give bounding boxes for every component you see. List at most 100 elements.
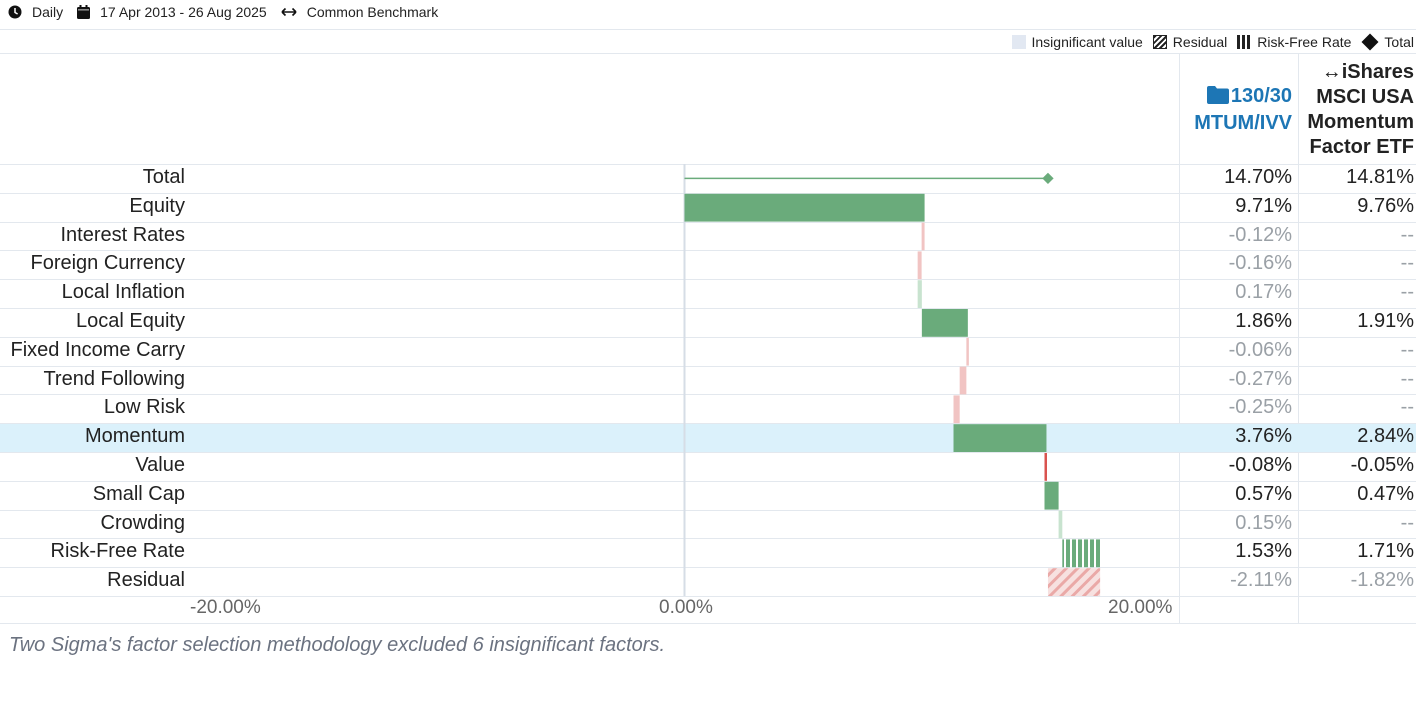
- row-label[interactable]: Risk-Free Rate: [50, 540, 185, 563]
- total-diamond-marker[interactable]: [1042, 172, 1054, 185]
- bar-value[interactable]: [1044, 453, 1047, 481]
- benchmark-value: --: [1400, 338, 1414, 361]
- benchmark-name-line3: Momentum: [1307, 111, 1414, 133]
- portfolio-value: -2.11%: [1230, 569, 1292, 592]
- row-label[interactable]: Interest Rates: [60, 223, 185, 246]
- row-label[interactable]: Small Cap: [92, 482, 185, 505]
- portfolio-value: -0.08%: [1228, 454, 1292, 476]
- column-divider: [1179, 54, 1180, 624]
- date-range-label: 17 Apr 2013 - 26 Aug 2025: [100, 4, 267, 20]
- row-divider: [0, 279, 1416, 281]
- portfolio-value: 0.57%: [1235, 482, 1292, 505]
- row-label[interactable]: Local Equity: [76, 310, 185, 332]
- row-label[interactable]: Foreign Currency: [30, 252, 185, 275]
- row-divider: [0, 480, 1416, 482]
- benchmark-name-line4: Factor ETF: [1309, 136, 1414, 158]
- legend-risk-free: Risk-Free Rate: [1237, 34, 1351, 50]
- bar-local-equity[interactable]: [921, 309, 968, 337]
- benchmark-value: --: [1400, 511, 1414, 534]
- benchmark-column-header[interactable]: ↔iShares MSCI USA Momentum Factor ETF: [1300, 60, 1414, 160]
- risk-free-swatch: [1237, 35, 1252, 49]
- portfolio-value: 0.17%: [1235, 281, 1292, 304]
- bar-low-risk[interactable]: [953, 395, 960, 424]
- row-label[interactable]: Residual: [107, 569, 185, 592]
- bar-local-inflation[interactable]: [917, 280, 922, 308]
- portfolio-value: -0.25%: [1228, 396, 1292, 419]
- row-label[interactable]: Fixed Income Carry: [10, 338, 186, 361]
- benchmark-value: --: [1400, 223, 1414, 246]
- legend-divider: [0, 53, 1416, 54]
- bar-small-cap[interactable]: [1044, 481, 1059, 510]
- residual-swatch: [1152, 35, 1167, 49]
- row-divider: [0, 394, 1416, 396]
- frequency-selector[interactable]: Daily: [8, 4, 63, 20]
- portfolio-value: -0.16%: [1228, 252, 1292, 275]
- benchmark-value: --: [1400, 281, 1414, 304]
- calendar-icon: [77, 5, 91, 19]
- bar-crowding[interactable]: [1058, 510, 1063, 539]
- benchmark-selector[interactable]: Common Benchmark: [281, 4, 438, 20]
- x-tick-label: 20.00%: [1108, 597, 1173, 618]
- row-label[interactable]: Local Inflation: [61, 281, 185, 304]
- portfolio-value: 9.71%: [1235, 194, 1292, 217]
- benchmark-value: --: [1400, 367, 1414, 390]
- benchmark-value: --: [1400, 252, 1414, 275]
- row-divider: [0, 365, 1416, 367]
- x-tick-label: -20.00%: [190, 597, 261, 618]
- portfolio-value: 1.53%: [1235, 540, 1292, 563]
- bar-momentum[interactable]: [953, 424, 1047, 452]
- toolbar: Daily 17 Apr 2013 - 26 Aug 2025 Common B…: [0, 0, 1416, 24]
- benchmark-value: 2.84%: [1357, 425, 1414, 448]
- bar-risk-free-rate[interactable]: [1062, 539, 1101, 568]
- benchmark-value: 9.76%: [1357, 194, 1414, 217]
- bar-residual[interactable]: [1047, 568, 1101, 596]
- highlighted-row[interactable]: [0, 424, 1416, 452]
- portfolio-value: 3.76%: [1235, 425, 1292, 448]
- portfolio-column-header[interactable]: 130/30 MTUM/IVV: [1180, 84, 1292, 136]
- arrows-horizontal-icon: [281, 7, 297, 17]
- benchmark-value: 1.71%: [1357, 540, 1414, 563]
- benchmark-value: 0.47%: [1357, 482, 1414, 505]
- clock-icon: [8, 5, 22, 19]
- legend-residual: Residual: [1152, 34, 1228, 50]
- row-label[interactable]: Value: [135, 454, 185, 476]
- bar-foreign-currency[interactable]: [917, 251, 922, 280]
- row-label[interactable]: Momentum: [84, 425, 185, 448]
- legend-insignificant: Insignificant value: [1011, 34, 1143, 50]
- bar-equity[interactable]: [684, 193, 925, 222]
- row-divider: [0, 164, 1416, 165]
- portfolio-value: -0.06%: [1228, 338, 1292, 361]
- row-label[interactable]: Total: [142, 166, 185, 188]
- legend-total: Total: [1361, 33, 1414, 51]
- row-divider: [0, 538, 1416, 540]
- row-label[interactable]: Trend Following: [43, 367, 185, 390]
- portfolio-name: 130/30 MTUM/IVV: [1194, 85, 1292, 134]
- legend-residual-label: Residual: [1172, 34, 1228, 50]
- benchmark-name-line2: MSCI USA: [1316, 86, 1414, 108]
- row-label[interactable]: Low Risk: [103, 396, 185, 419]
- benchmark-name-line1: iShares: [1341, 61, 1414, 83]
- insignificant-swatch: [1011, 35, 1026, 49]
- legend-insignificant-label: Insignificant value: [1031, 34, 1143, 50]
- row-divider: [0, 423, 1416, 425]
- bar-interest-rates[interactable]: [921, 222, 925, 251]
- arrows-horizontal-icon: ↔: [1321, 61, 1342, 83]
- date-range-selector[interactable]: 17 Apr 2013 - 26 Aug 2025: [77, 4, 267, 20]
- portfolio-value: -0.12%: [1228, 223, 1292, 246]
- benchmark-value: 14.81%: [1346, 166, 1414, 188]
- bar-fixed-income-carry[interactable]: [966, 337, 969, 366]
- row-label[interactable]: Equity: [129, 194, 185, 217]
- footnote: Two Sigma's factor selection methodology…: [9, 634, 665, 656]
- benchmark-value: -1.82%: [1350, 569, 1414, 592]
- total-diamond-icon: [1361, 33, 1379, 51]
- portfolio-value: 0.15%: [1235, 511, 1292, 534]
- row-divider: [0, 509, 1416, 511]
- frequency-label: Daily: [32, 4, 64, 20]
- bar-trend-following[interactable]: [959, 366, 967, 395]
- row-label[interactable]: Crowding: [100, 511, 185, 534]
- row-divider: [0, 596, 1416, 597]
- row-divider: [0, 250, 1416, 252]
- row-divider: [0, 623, 1416, 624]
- portfolio-value: 14.70%: [1224, 166, 1292, 188]
- folder-icon: [1206, 86, 1229, 111]
